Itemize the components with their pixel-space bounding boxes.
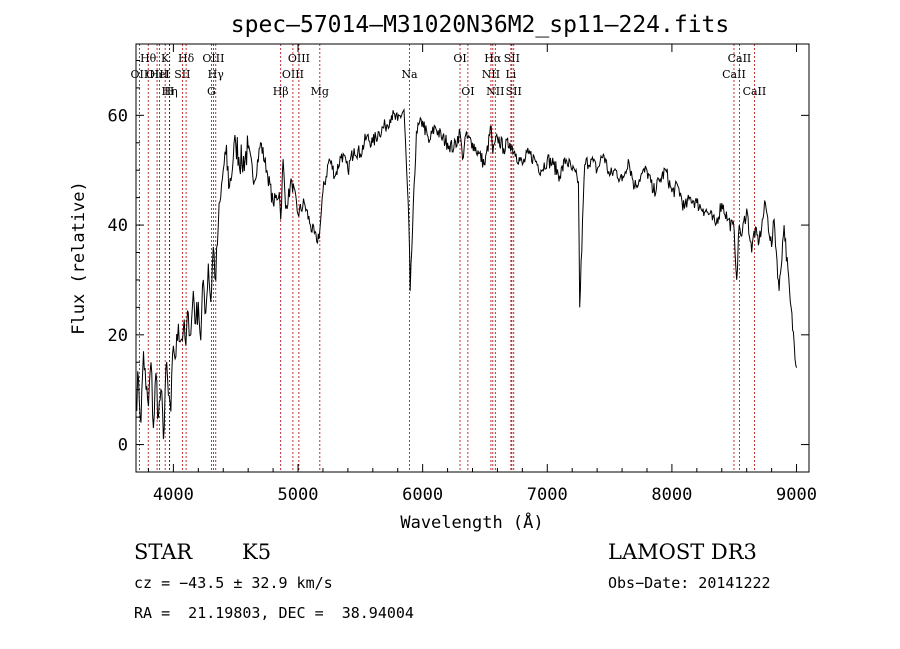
line-label-5: Hη [162, 85, 178, 98]
sky-coordinates: RA = 21.19803, DEC = 38.94004 [134, 604, 414, 622]
line-label-2: OIII [146, 68, 168, 81]
line-label-26: CaII [728, 52, 752, 65]
line-label-19: NII [482, 68, 500, 81]
y-axis-label: Flux (relative) [69, 181, 89, 335]
x-tick-label-5: 9000 [776, 485, 817, 505]
line-label-12: Hβ [273, 85, 289, 98]
spectrum-line [135, 107, 797, 440]
plot-frame [135, 43, 810, 473]
line-label-14: OIII [288, 52, 310, 65]
line-label-11: G [207, 85, 216, 98]
line-label-10: Hγ [208, 68, 225, 81]
line-label-7: SII [174, 68, 190, 81]
chart-title: spec‒57014‒M31020N36M2_sp11‒224.fits [231, 12, 730, 38]
line-label-18: OI [461, 85, 474, 98]
survey-name: LAMOST DR3 [608, 540, 757, 564]
y-tick-label-3: 60 [108, 106, 128, 126]
line-label-9: OIII [202, 52, 224, 65]
line-label-0: OII [131, 68, 149, 81]
y-tick-label-1: 20 [108, 326, 128, 346]
line-label-16: Na [401, 68, 418, 81]
spectrum-chart: spec‒57014‒M31020N36M2_sp11‒224.fits OII… [69, 12, 817, 533]
line-label-27: CaII [743, 85, 767, 98]
line-label-4: K [161, 52, 170, 65]
y-tick-label-0: 0 [118, 436, 128, 456]
subclass: K5 [242, 540, 272, 564]
x-tick-label-1: 5000 [278, 485, 319, 505]
series-layer [135, 107, 797, 440]
x-tick-label-3: 7000 [527, 485, 568, 505]
line-label-17: OI [453, 52, 466, 65]
line-label-13: OIII [282, 68, 304, 81]
line-label-6: H [165, 85, 175, 98]
redshift-velocity: cz = −43.5 ± 32.9 km/s [134, 574, 333, 592]
observation-date: Obs−Date: 20141222 [608, 574, 771, 592]
line-label-23: SII [504, 52, 520, 65]
line-label-8: Hδ [178, 52, 195, 65]
line-label-1: Hθ [140, 52, 157, 65]
x-axis-label: Wavelength (Å) [400, 511, 543, 533]
axis-ticks: 4000 5000 6000 7000 8000 9000 0 20 40 60 [108, 44, 817, 505]
line-label-20: Hα [484, 52, 502, 65]
x-tick-label-0: 4000 [153, 485, 194, 505]
object-class: STAR [134, 540, 193, 564]
line-label-15: Mg [311, 85, 329, 98]
x-tick-label-4: 8000 [651, 485, 692, 505]
line-label-21: NII [486, 85, 504, 98]
line-label-22: Li [505, 68, 516, 81]
line-label-25: CaII [722, 68, 746, 81]
line-label-3: HeI [149, 68, 169, 81]
x-tick-label-2: 6000 [402, 485, 443, 505]
y-tick-label-2: 40 [108, 216, 128, 236]
line-label-24: SII [506, 85, 522, 98]
